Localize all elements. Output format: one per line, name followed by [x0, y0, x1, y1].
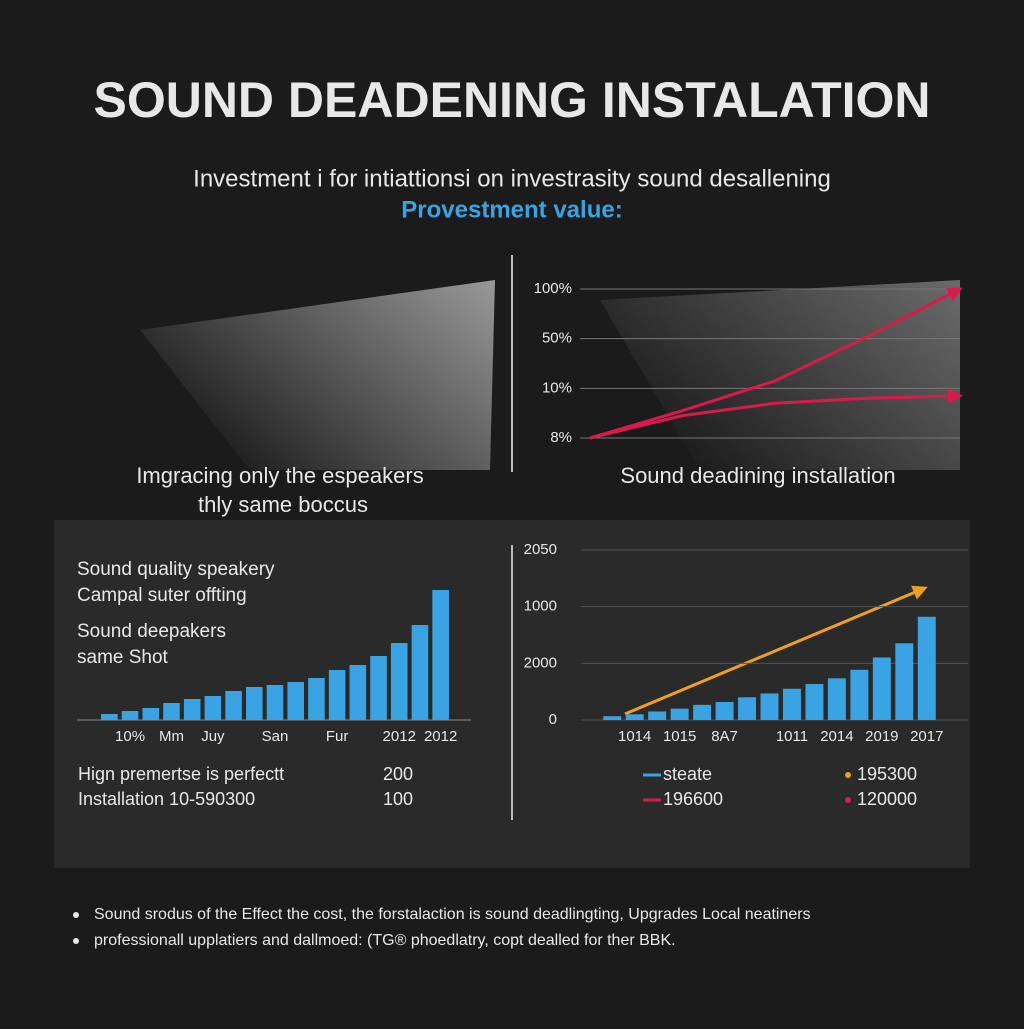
- bar: [163, 703, 180, 720]
- x-tick-label: 2014: [820, 728, 853, 745]
- chart-title: Sound deadining installation: [620, 463, 895, 488]
- x-tick-label: 2019: [865, 728, 898, 745]
- panel-text: Sound deepakers: [77, 621, 226, 642]
- axis-label: 0: [549, 711, 557, 728]
- line: [589, 388, 963, 440]
- note: professionall upplatiers and dallmoed: (…: [94, 932, 676, 949]
- x-tick-label: 2017: [910, 728, 943, 745]
- trend-arrow: [624, 585, 928, 716]
- highlight: Provestment value:: [401, 196, 622, 223]
- bar: [670, 708, 689, 720]
- x-tick-label: 1011: [776, 728, 808, 745]
- panel-text: Campal suter offting: [77, 585, 247, 606]
- bar: [266, 685, 284, 720]
- x-tick-label: 10%: [115, 728, 145, 745]
- bar: [142, 708, 160, 720]
- spotlight-beam: [140, 280, 495, 470]
- bar: [225, 691, 242, 720]
- subtitle: Investment i for intiattionsi on investr…: [193, 165, 831, 192]
- bar: [308, 678, 325, 720]
- axis-label: 2000: [524, 654, 557, 671]
- bar: [349, 665, 367, 720]
- bar: [895, 643, 914, 720]
- y-tick-label: 100%: [534, 280, 572, 297]
- row-value: 100: [383, 789, 413, 809]
- caption: thly same boccus: [198, 492, 368, 517]
- bar: [432, 590, 449, 720]
- bar: [760, 693, 779, 720]
- spotlight-beam: [600, 280, 960, 470]
- row-label: Installation 10-590300: [78, 789, 255, 809]
- bar: [917, 616, 936, 720]
- legend-label: 120000: [857, 789, 917, 809]
- legend-label: 196600: [663, 789, 723, 809]
- caption: Imgracing only the espeakers: [136, 463, 423, 488]
- bar: [246, 687, 263, 720]
- row-label: Hign premertse is perfectt: [78, 764, 284, 784]
- x-tick-label: Juy: [201, 728, 225, 745]
- legend-swatch: [845, 797, 851, 803]
- bar: [693, 704, 712, 720]
- y-tick-label: 50%: [542, 330, 572, 347]
- y-tick-label: 10%: [542, 379, 572, 396]
- panel-text: Sound quality speakery: [77, 559, 275, 580]
- bar: [603, 716, 622, 720]
- bar: [328, 670, 346, 720]
- x-tick-label: Fur: [326, 728, 349, 745]
- bar: [625, 714, 644, 720]
- axis-label: 2050: [524, 541, 557, 558]
- bar: [738, 697, 757, 720]
- x-tick-label: 1014: [618, 728, 651, 745]
- title: SOUND DEADENING INSTALATION: [93, 72, 930, 128]
- bar: [648, 711, 667, 720]
- bar: [204, 696, 222, 720]
- bullet: [73, 912, 79, 918]
- row-value: 200: [383, 764, 413, 784]
- bar: [370, 656, 387, 720]
- bar: [411, 625, 429, 720]
- bar: [287, 682, 304, 720]
- x-tick-label: 2012: [383, 728, 416, 745]
- bar: [782, 688, 801, 720]
- note: Sound srodus of the Effect the cost, the…: [94, 906, 811, 923]
- x-tick-label: 8A7: [711, 728, 738, 745]
- line: [589, 287, 963, 440]
- y-tick-label: 8%: [550, 429, 572, 446]
- bar: [715, 702, 734, 720]
- bar: [183, 699, 201, 720]
- x-tick-label: San: [262, 728, 289, 745]
- bar: [121, 711, 139, 720]
- legend-label: 195300: [857, 764, 917, 784]
- panel-text: same Shot: [77, 647, 169, 668]
- axis-label: 1000: [524, 598, 557, 615]
- x-tick-label: Mm: [159, 728, 184, 745]
- bar: [827, 678, 846, 720]
- bar: [805, 684, 824, 720]
- x-tick-label: 1015: [663, 728, 696, 745]
- bar: [850, 669, 869, 720]
- legend-swatch: [845, 772, 851, 778]
- legend-label: steate: [663, 764, 712, 784]
- bar: [872, 657, 891, 720]
- bar: [390, 643, 408, 720]
- x-tick-label: 2012: [424, 728, 457, 745]
- bar: [101, 714, 118, 720]
- bullet: [73, 938, 79, 944]
